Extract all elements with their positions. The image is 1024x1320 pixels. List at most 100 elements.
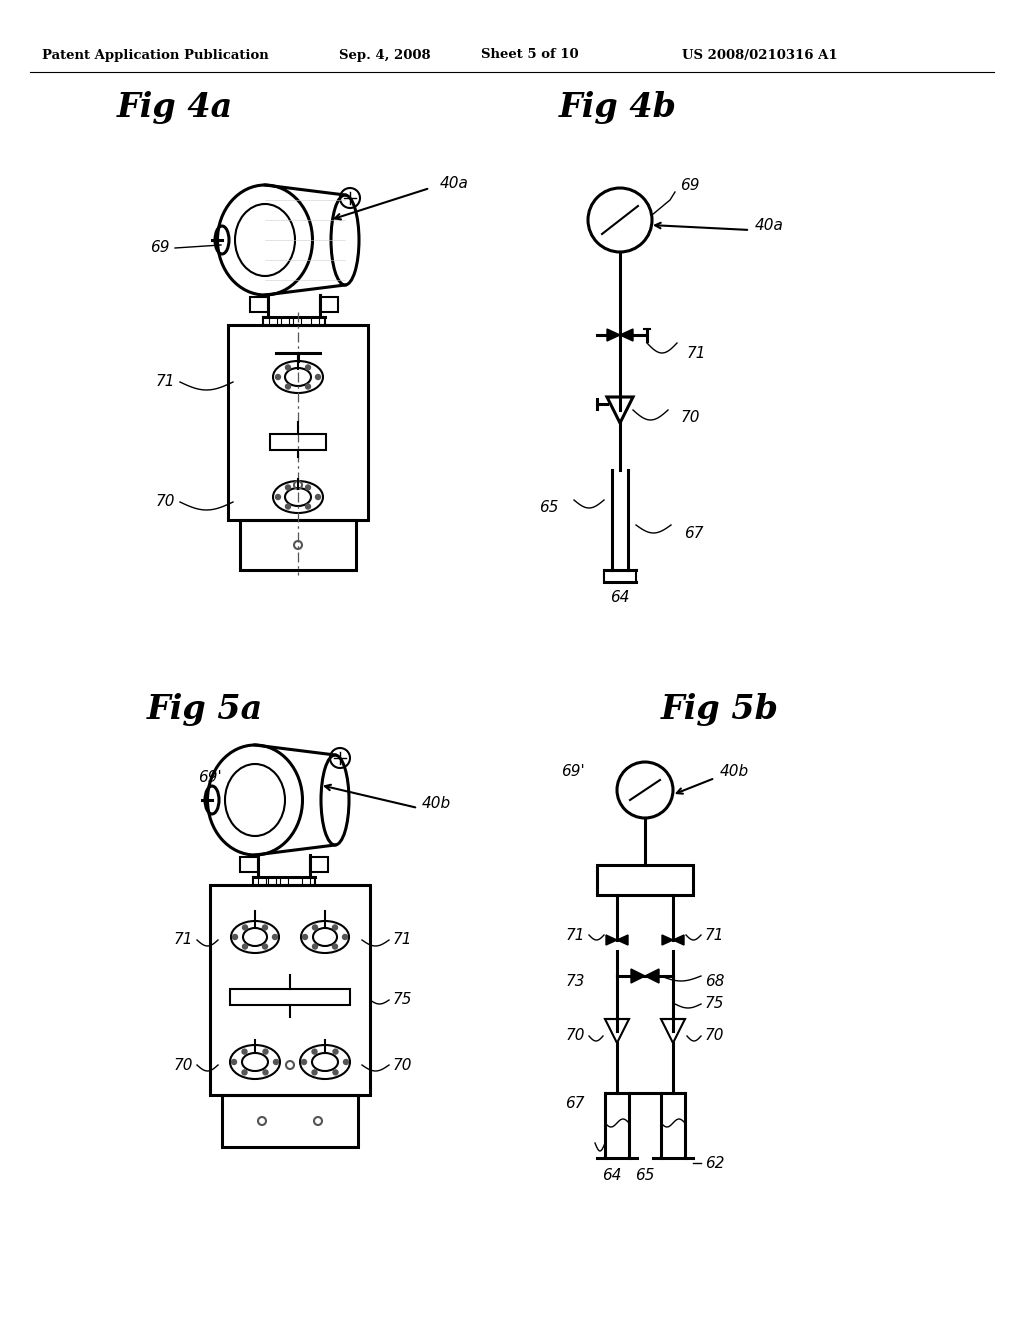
Circle shape bbox=[312, 1071, 317, 1074]
Text: Sep. 4, 2008: Sep. 4, 2008 bbox=[339, 49, 431, 62]
Polygon shape bbox=[617, 935, 628, 945]
Bar bbox=[228, 325, 368, 520]
Text: 69': 69' bbox=[561, 764, 585, 780]
Bar bbox=[240, 857, 258, 873]
Circle shape bbox=[286, 504, 291, 510]
Text: 70: 70 bbox=[705, 1028, 725, 1044]
Circle shape bbox=[263, 1049, 268, 1055]
Text: Patent Application Publication: Patent Application Publication bbox=[42, 49, 268, 62]
Text: 75: 75 bbox=[393, 993, 413, 1007]
Text: 70: 70 bbox=[393, 1057, 413, 1072]
Bar bbox=[281, 317, 289, 325]
Polygon shape bbox=[662, 935, 673, 945]
Polygon shape bbox=[673, 935, 684, 945]
Circle shape bbox=[315, 495, 321, 499]
Circle shape bbox=[242, 1049, 247, 1055]
Circle shape bbox=[275, 495, 281, 499]
Text: 40a: 40a bbox=[440, 176, 469, 190]
Circle shape bbox=[232, 935, 238, 940]
Circle shape bbox=[315, 375, 321, 380]
Circle shape bbox=[305, 484, 310, 490]
Polygon shape bbox=[645, 969, 659, 983]
Text: Fig 4a: Fig 4a bbox=[117, 91, 233, 124]
Text: 73: 73 bbox=[565, 974, 585, 989]
Text: 40b: 40b bbox=[720, 764, 750, 780]
Circle shape bbox=[342, 935, 347, 940]
Bar bbox=[270, 434, 326, 450]
Text: 70: 70 bbox=[173, 1057, 193, 1072]
Bar bbox=[269, 317, 278, 325]
Bar bbox=[230, 989, 350, 1005]
Circle shape bbox=[305, 384, 310, 389]
Bar bbox=[293, 317, 301, 325]
Text: 71: 71 bbox=[156, 375, 175, 389]
Text: 70: 70 bbox=[681, 411, 700, 425]
Circle shape bbox=[286, 364, 291, 370]
Polygon shape bbox=[606, 935, 617, 945]
Text: 68: 68 bbox=[705, 974, 725, 989]
Text: 67: 67 bbox=[565, 1096, 585, 1110]
Text: 71: 71 bbox=[705, 928, 725, 942]
Circle shape bbox=[302, 935, 307, 940]
Circle shape bbox=[333, 944, 338, 949]
Circle shape bbox=[243, 925, 248, 931]
Circle shape bbox=[305, 364, 310, 370]
Text: 40a: 40a bbox=[755, 218, 784, 232]
Bar bbox=[250, 297, 268, 312]
Circle shape bbox=[272, 935, 278, 940]
Text: 71: 71 bbox=[687, 346, 707, 360]
Circle shape bbox=[312, 925, 317, 931]
Circle shape bbox=[231, 1060, 237, 1064]
Circle shape bbox=[305, 504, 310, 510]
Circle shape bbox=[262, 944, 267, 949]
Circle shape bbox=[343, 1060, 348, 1064]
Bar bbox=[310, 857, 328, 873]
Text: 69': 69' bbox=[199, 771, 222, 785]
Text: 71: 71 bbox=[565, 928, 585, 942]
Bar bbox=[258, 876, 266, 884]
Text: 65: 65 bbox=[635, 1168, 654, 1184]
Circle shape bbox=[301, 1060, 306, 1064]
Circle shape bbox=[243, 944, 248, 949]
Circle shape bbox=[312, 944, 317, 949]
Text: 71: 71 bbox=[173, 932, 193, 948]
Bar bbox=[319, 297, 338, 312]
Circle shape bbox=[242, 1071, 247, 1074]
Circle shape bbox=[262, 925, 267, 931]
Polygon shape bbox=[607, 329, 620, 341]
Polygon shape bbox=[620, 329, 633, 341]
Text: Fig 5a: Fig 5a bbox=[146, 693, 263, 726]
Bar bbox=[222, 1096, 358, 1147]
Text: 40b: 40b bbox=[422, 796, 452, 812]
Text: Fig 5b: Fig 5b bbox=[662, 693, 779, 726]
Bar bbox=[268, 876, 276, 884]
Text: Sheet 5 of 10: Sheet 5 of 10 bbox=[481, 49, 579, 62]
Bar bbox=[280, 876, 288, 884]
Bar bbox=[311, 317, 319, 325]
Circle shape bbox=[286, 384, 291, 389]
Text: Fig 4b: Fig 4b bbox=[559, 91, 677, 124]
Bar bbox=[240, 520, 356, 570]
Circle shape bbox=[286, 484, 291, 490]
Circle shape bbox=[333, 925, 338, 931]
Text: 64: 64 bbox=[610, 590, 630, 606]
Bar bbox=[597, 865, 693, 895]
Text: 69: 69 bbox=[151, 240, 170, 256]
Circle shape bbox=[333, 1071, 338, 1074]
Bar bbox=[210, 884, 370, 1096]
Text: 64: 64 bbox=[602, 1168, 622, 1184]
Text: 62: 62 bbox=[705, 1155, 725, 1171]
Text: 70: 70 bbox=[156, 495, 175, 510]
Text: 69: 69 bbox=[680, 177, 699, 193]
Text: 67: 67 bbox=[684, 525, 703, 540]
Polygon shape bbox=[631, 969, 645, 983]
Circle shape bbox=[275, 375, 281, 380]
Text: 70: 70 bbox=[565, 1028, 585, 1044]
Text: 65: 65 bbox=[540, 500, 559, 516]
Circle shape bbox=[312, 1049, 317, 1055]
Bar bbox=[302, 876, 310, 884]
Text: 75: 75 bbox=[705, 997, 725, 1011]
Text: 71: 71 bbox=[393, 932, 413, 948]
Circle shape bbox=[333, 1049, 338, 1055]
Text: US 2008/0210316 A1: US 2008/0210316 A1 bbox=[682, 49, 838, 62]
